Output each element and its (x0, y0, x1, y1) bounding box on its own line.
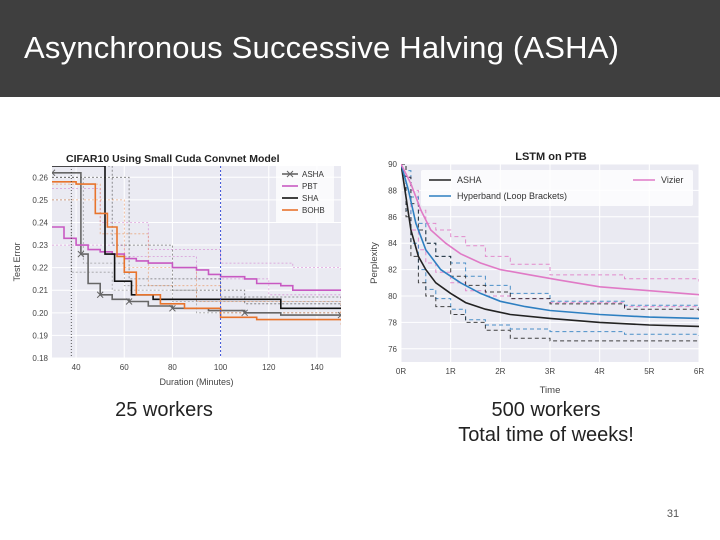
y-tick-label: 80 (388, 292, 397, 301)
legend-label-asha: ASHA (302, 170, 324, 179)
cifar10-chart: 0.18 0.19 0.20 0.21 0.22 0.23 0.24 0.25 0.26 40 60… (12, 153, 341, 387)
legend-label-asha: ASHA (457, 175, 482, 185)
y-tick-label: 0.19 (32, 331, 48, 340)
data-point-asha (96, 291, 104, 299)
y-tick-label: 86 (388, 213, 397, 222)
trial-trace (52, 188, 341, 270)
x-tick-label: 120 (262, 363, 276, 372)
band-lower (401, 164, 699, 336)
legend-label-hyperband-loop-brackets: Hyperband (Loop Brackets) (457, 191, 567, 201)
legend: ASHA PBT SHA BOHB (276, 166, 334, 222)
x-axis-label: Duration (Minutes) (159, 377, 233, 387)
series-line-pbt (52, 226, 341, 291)
y-axis-label: Perplexity (369, 242, 380, 284)
trial-trace (52, 199, 341, 327)
x-tick-label: 2R (495, 367, 505, 376)
y-tick-label: 88 (388, 186, 397, 195)
x-tick-label: 3R (545, 367, 555, 376)
y-tick-label: 0.22 (32, 264, 48, 273)
data-point-asha (77, 250, 85, 258)
series-line-asha (401, 164, 699, 328)
trial-trace (52, 176, 341, 300)
lstm-ptb-chart: 76 78 80 82 84 86 88 90 0R 1R 2R 3R 4R 5R 6R LSTM on PT… (369, 151, 704, 396)
y-tick-label: 0.18 (32, 354, 48, 363)
legend-box (276, 166, 334, 222)
y-tick-label: 78 (388, 318, 397, 327)
legend-label-vizier: Vizier (661, 175, 683, 185)
y-tick-label: 0.26 (32, 173, 48, 182)
legend: ASHA Hyperband (Loop Brackets) Vizier (421, 170, 693, 206)
page-number: 31 (666, 508, 680, 520)
y-tick-label: 90 (388, 160, 397, 169)
x-tick-label: 40 (72, 363, 81, 372)
x-tick-label: 1R (446, 367, 456, 376)
y-tick-label: 82 (388, 266, 397, 275)
legend-marker (286, 170, 294, 178)
caption-right: 500 workers Total time of weeks! (430, 398, 662, 448)
series-line-hyperband-loop-brackets (401, 164, 699, 320)
data-point-asha (337, 311, 341, 319)
chart-title: LSTM on PTB (515, 151, 587, 163)
caption-right-line2: Total time of weeks! (458, 424, 634, 446)
x-tick-label: 5R (644, 367, 654, 376)
y-tick-label: 84 (388, 239, 397, 248)
x-axis-label: Time (540, 385, 561, 396)
y-tick-label: 76 (388, 345, 397, 354)
y-tick-label: 0.21 (32, 286, 48, 295)
band-lower (401, 164, 699, 342)
x-tick-label: 80 (168, 363, 177, 372)
y-tick-label: 0.20 (32, 309, 48, 318)
caption-left: 25 workers (115, 399, 213, 421)
legend-label-sha: SHA (302, 194, 319, 203)
legend-label-bohb: BOHB (302, 206, 325, 215)
series-layer (52, 166, 341, 327)
series-line-vizier (401, 164, 699, 296)
y-axis-label: Test Error (12, 242, 22, 281)
y-tick-label: 0.24 (32, 218, 48, 227)
chart-title: CIFAR10 Using Small Cuda Convnet Model (66, 153, 280, 165)
data-point-asha (169, 304, 176, 312)
slide-title: Asynchronous Successive Halving (ASHA) (24, 30, 620, 65)
series-line-sha (52, 166, 341, 310)
legend-label-pbt: PBT (302, 182, 318, 191)
series-line-bohb (52, 181, 341, 321)
x-tick-label: 60 (120, 363, 129, 372)
x-tick-label: 6R (694, 367, 704, 376)
legend-box (421, 170, 693, 206)
data-point-asha (52, 169, 56, 177)
series-layer (401, 164, 699, 342)
x-tick-label: 100 (214, 363, 228, 372)
title-bar: Asynchronous Successive Halving (ASHA) (0, 0, 720, 97)
data-point-asha (241, 309, 249, 317)
x-tick-label: 140 (310, 363, 324, 372)
x-tick-label: 4R (595, 367, 605, 376)
y-tick-label: 0.25 (32, 196, 48, 205)
x-tick-label: 0R (396, 367, 406, 376)
caption-right-line1: 500 workers (491, 399, 601, 421)
y-tick-label: 0.23 (32, 241, 48, 250)
trial-trace (52, 176, 341, 306)
data-point-asha (125, 298, 133, 305)
